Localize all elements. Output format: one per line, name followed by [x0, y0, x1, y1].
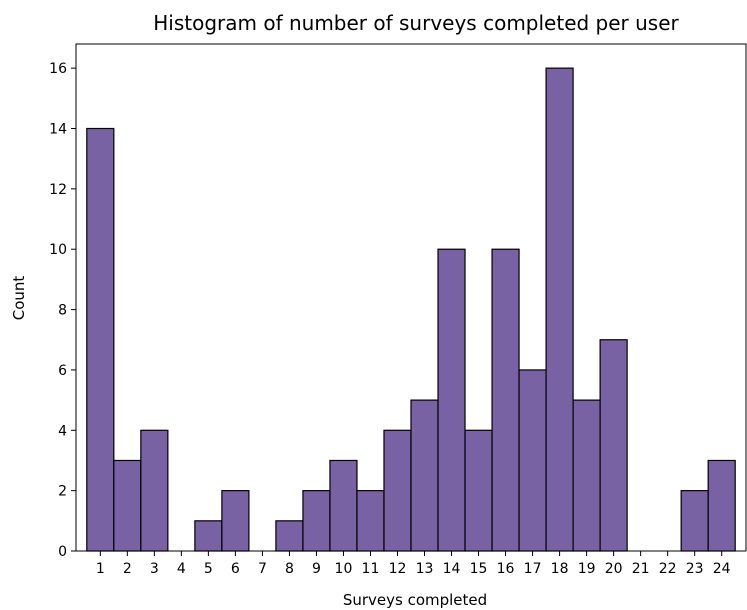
bar-6 [221, 490, 250, 552]
bar-8 [275, 520, 304, 552]
bar-20 [599, 339, 628, 552]
bar-5 [194, 520, 223, 552]
x-tick-label: 22 [659, 561, 677, 577]
bar-17 [518, 369, 547, 552]
bar-2 [113, 459, 142, 552]
bar-14 [437, 248, 466, 552]
x-tick-label: 11 [362, 561, 380, 577]
x-tick-label: 18 [551, 561, 569, 577]
y-tick-label: 4 [58, 423, 67, 439]
bar-15 [464, 429, 493, 552]
y-tick-label: 2 [58, 484, 67, 500]
bar-18 [545, 67, 574, 552]
x-axis-label: Surveys completed [343, 591, 487, 609]
x-tick-label: 17 [524, 561, 542, 577]
y-tick-label: 0 [58, 544, 67, 560]
bar-19 [572, 399, 601, 552]
x-tick-label: 19 [578, 561, 596, 577]
x-tick-label: 1 [96, 561, 105, 577]
x-axis-ticks: 1 2 3 4 5 6 7 8 9 10 11 12 13 14 15 16 17 18 19 20 21 22 23 24 [96, 551, 731, 577]
y-tick-label: 14 [49, 122, 67, 138]
y-tick-label: 10 [49, 242, 67, 258]
x-tick-label: 4 [177, 561, 186, 577]
x-tick-label: 20 [605, 561, 623, 577]
bar-16 [491, 248, 520, 552]
x-tick-label: 9 [312, 561, 321, 577]
x-tick-label: 6 [231, 561, 240, 577]
y-axis-label: Count [10, 276, 28, 321]
x-tick-label: 5 [204, 561, 213, 577]
chart-title: Histogram of number of surveys completed… [153, 11, 679, 35]
bar-24 [707, 459, 736, 552]
x-tick-label: 3 [150, 561, 159, 577]
y-axis-ticks: 0 2 4 6 8 10 12 14 16 [49, 61, 76, 560]
bar-23 [680, 490, 709, 552]
bar-10 [329, 459, 358, 552]
bars-group [86, 67, 736, 552]
x-tick-label: 8 [285, 561, 294, 577]
plot-frame [75, 43, 747, 552]
x-tick-label: 12 [389, 561, 407, 577]
y-tick-label: 6 [58, 363, 67, 379]
x-tick-label: 10 [335, 561, 353, 577]
bar-9 [302, 490, 331, 552]
x-tick-label: 23 [686, 561, 704, 577]
x-tick-label: 2 [123, 561, 132, 577]
x-tick-label: 21 [632, 561, 650, 577]
y-tick-label: 16 [49, 61, 67, 77]
x-tick-label: 16 [497, 561, 515, 577]
x-tick-label: 14 [443, 561, 461, 577]
bar-12 [383, 429, 412, 552]
x-tick-label: 24 [713, 561, 731, 577]
x-tick-label: 13 [416, 561, 434, 577]
x-tick-label: 15 [470, 561, 488, 577]
bar-11 [356, 490, 385, 552]
x-tick-label: 7 [258, 561, 267, 577]
bar-3 [140, 429, 169, 552]
y-tick-label: 8 [58, 303, 67, 319]
bar-13 [410, 399, 439, 552]
y-tick-label: 12 [49, 182, 67, 198]
bar-1 [86, 127, 115, 552]
